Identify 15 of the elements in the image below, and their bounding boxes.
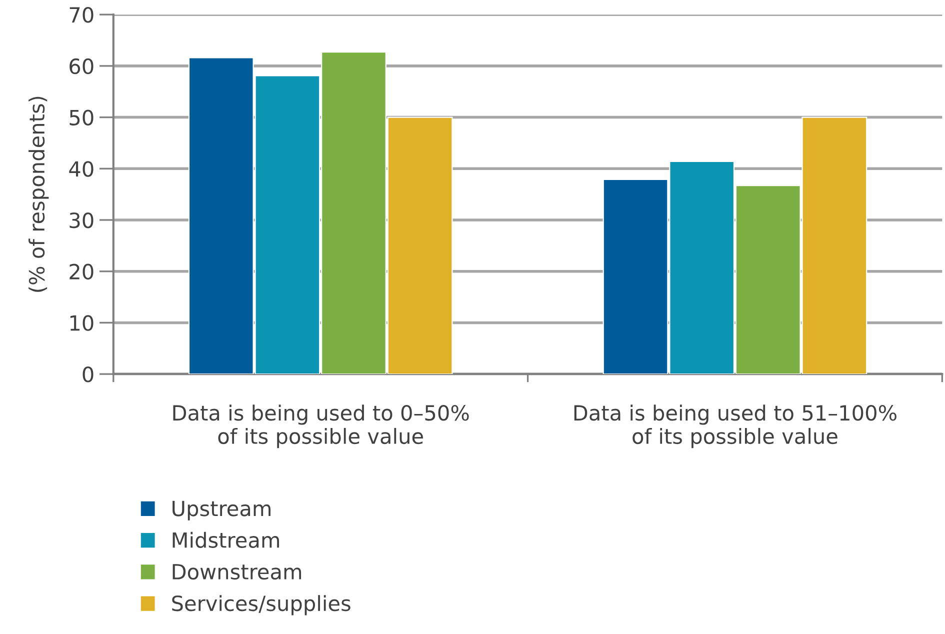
y-tick-label: 10 [70, 315, 94, 331]
legend-label: Downstream [172, 564, 302, 580]
y-tick-label: 40 [69, 161, 94, 177]
legend-label: Upstream [172, 500, 270, 520]
legend-label: Midstream [172, 532, 279, 548]
y-tick-label: 70 [70, 7, 94, 23]
x-tick-label: Data is being used to 0–50% of its possible value [173, 404, 469, 448]
y-tick-label: 30 [70, 212, 94, 228]
y-tick-label: 20 [70, 264, 94, 280]
y-tick-label: 60 [70, 58, 94, 74]
y-tick-label: 0 [82, 366, 94, 382]
y-tick-label: 50 [70, 110, 94, 126]
x-tick-label: Data is being used to 51–100% of its possible value [574, 404, 896, 448]
y-axis-title: (% of respondents) [28, 96, 49, 292]
legend-label: Services/supplies [172, 595, 350, 616]
